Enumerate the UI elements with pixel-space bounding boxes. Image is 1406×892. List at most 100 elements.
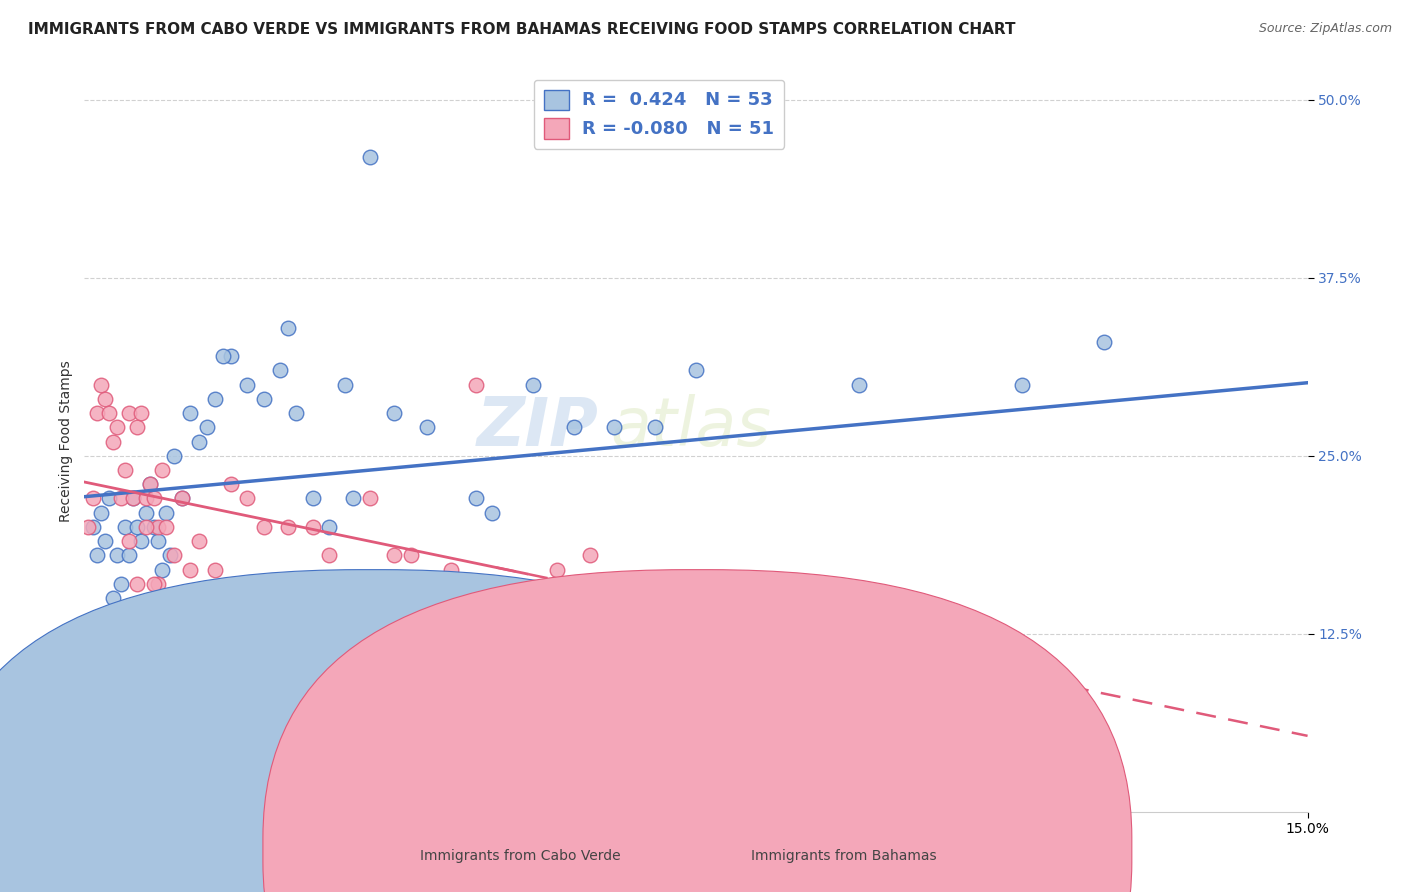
Text: Source: ZipAtlas.com: Source: ZipAtlas.com [1258,22,1392,36]
Point [277,520,299,534]
Point [522,591,544,606]
Point [82,520,104,534]
Point [603,420,626,434]
Point [172,491,194,506]
Point [766,662,789,676]
Point [212,349,235,363]
Point [204,563,226,577]
FancyBboxPatch shape [263,570,1132,892]
Point [685,606,707,620]
Point [135,520,157,534]
Point [146,747,169,762]
Point [122,491,145,506]
Point [277,320,299,334]
Point [93,392,115,406]
Point [142,520,165,534]
Point [187,534,209,549]
Point [131,406,153,420]
Point [179,563,201,577]
Point [118,406,141,420]
Point [77,520,100,534]
Point [159,549,181,563]
Point [399,549,422,563]
Point [359,150,381,164]
Text: Immigrants from Cabo Verde: Immigrants from Cabo Verde [420,849,620,863]
Point [90,506,112,520]
Legend: R =  0.424   N = 53, R = -0.080   N = 51: R = 0.424 N = 53, R = -0.080 N = 51 [534,79,785,149]
Point [236,491,259,506]
Point [522,377,544,392]
Point [150,563,173,577]
Point [285,406,308,420]
Point [929,690,952,705]
Point [150,463,173,477]
Text: Immigrants from Bahamas: Immigrants from Bahamas [751,849,936,863]
Point [335,577,357,591]
Text: atlas: atlas [610,393,772,459]
FancyBboxPatch shape [0,570,806,892]
Point [848,377,870,392]
Point [253,392,276,406]
Point [195,420,218,434]
Point [546,563,568,577]
Point [110,606,132,620]
Point [101,434,124,449]
Point [416,420,439,434]
Point [685,363,707,377]
Point [127,520,149,534]
Point [146,534,169,549]
Point [382,406,405,420]
Point [101,591,124,606]
Point [90,377,112,392]
Point [122,491,145,506]
Point [131,534,153,549]
Point [301,520,323,534]
Point [146,520,169,534]
Point [114,463,136,477]
Point [301,491,323,506]
Point [163,549,186,563]
Point [253,520,276,534]
Text: ZIP: ZIP [477,393,598,459]
Point [187,434,209,449]
Point [105,420,128,434]
Point [110,577,132,591]
Point [135,506,157,520]
Point [146,577,169,591]
Point [766,633,789,648]
Point [342,491,364,506]
Point [644,420,666,434]
Point [110,491,132,506]
Point [118,549,141,563]
Point [93,534,115,549]
Point [464,491,486,506]
Point [318,549,340,563]
Point [481,577,503,591]
Point [382,549,405,563]
Point [118,534,141,549]
Point [464,377,486,392]
Point [97,406,120,420]
Point [155,506,177,520]
Point [236,377,259,392]
Point [179,406,201,420]
Point [142,491,165,506]
Point [138,477,160,491]
Point [204,392,226,406]
Point [155,520,177,534]
Point [603,606,626,620]
Point [82,491,104,506]
Y-axis label: Receiving Food Stamps: Receiving Food Stamps [59,360,73,523]
Point [562,420,585,434]
Point [142,577,165,591]
Point [172,491,194,506]
Point [138,477,160,491]
Point [97,491,120,506]
Point [416,577,439,591]
Point [359,491,381,506]
Point [335,377,357,392]
Point [579,549,602,563]
Point [219,477,242,491]
Point [114,520,136,534]
Point [163,449,186,463]
